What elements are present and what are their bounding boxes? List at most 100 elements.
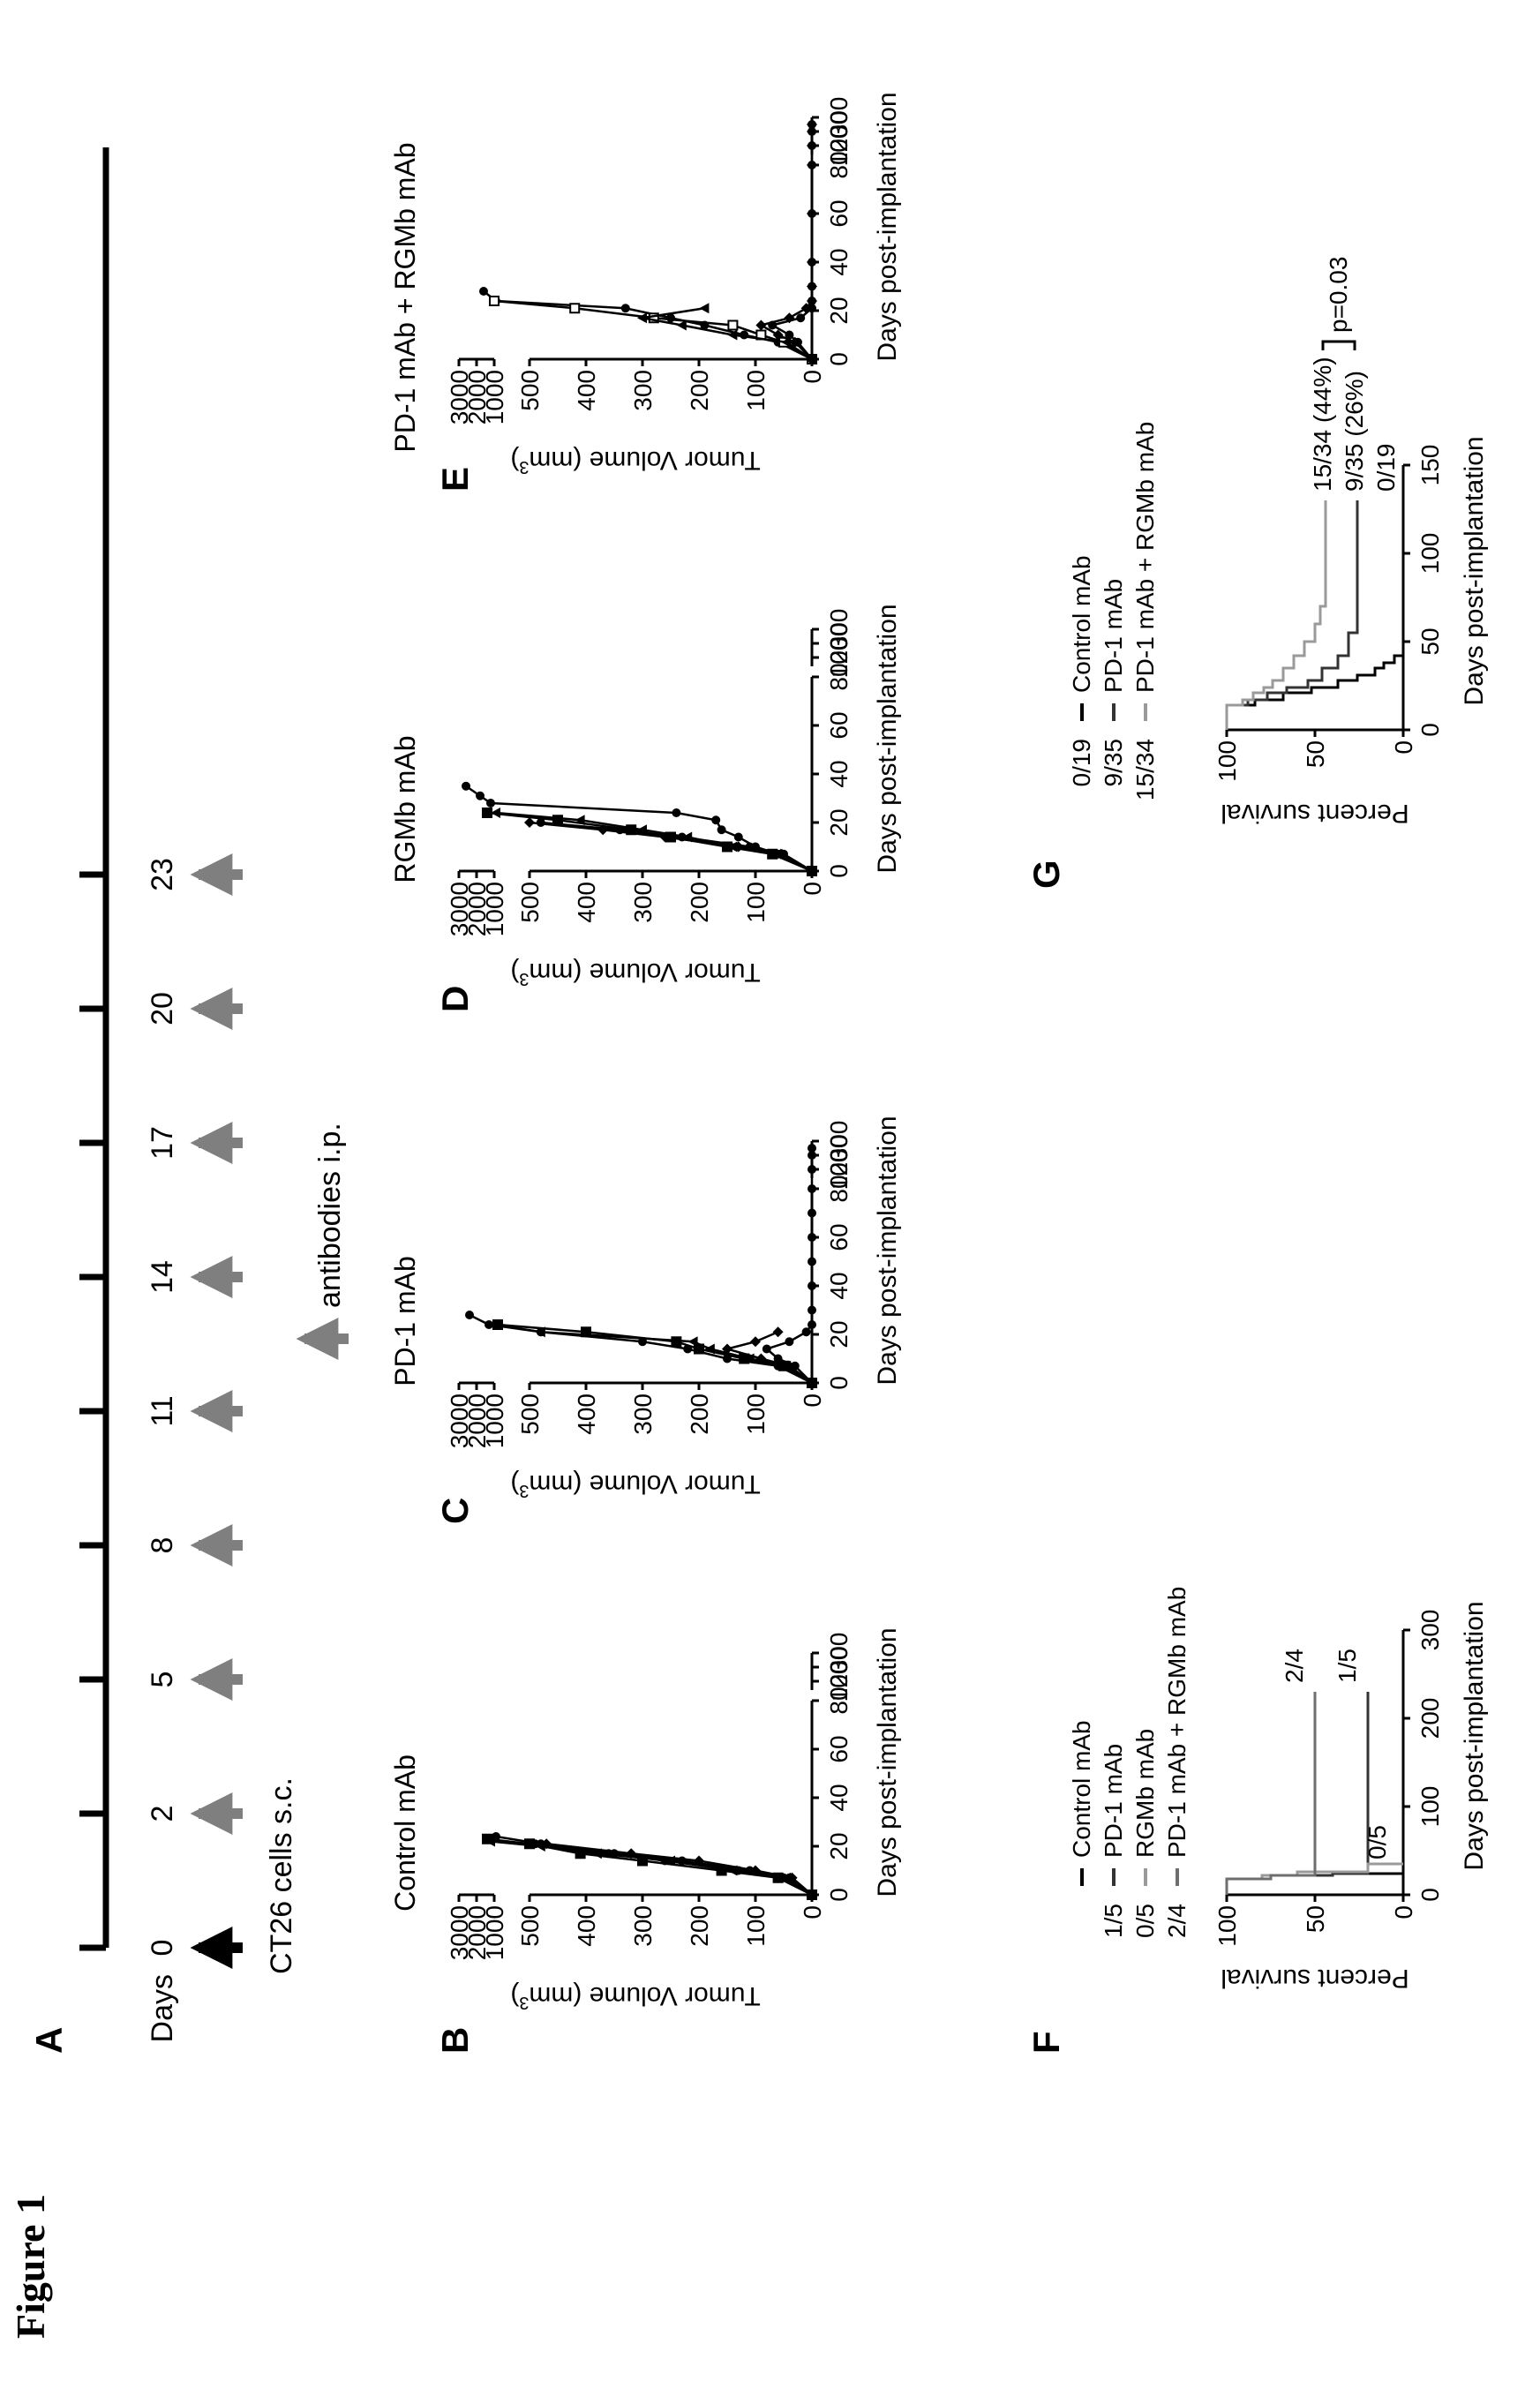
y-axis-label: Percent survival <box>1221 1964 1409 1993</box>
x-tick-label: 50 <box>1416 627 1444 655</box>
tumor-point <box>808 1144 816 1153</box>
survival-panel-F: 100 50 0 0 100 200 300 Days post-implantation Pe… <box>1068 1587 1489 1993</box>
tumor-point <box>773 1354 783 1364</box>
x-axis-label: Days post-implantation <box>1460 436 1489 705</box>
y-tick-label: 1000 <box>481 370 508 424</box>
y-tick-label: 500 <box>516 882 544 923</box>
tumor-point <box>808 127 816 136</box>
x-tick-label: 100 <box>825 125 853 167</box>
x-tick-label: 150 <box>1416 445 1444 486</box>
tumor-point <box>808 1257 816 1266</box>
y-tick-label: 2000 <box>463 370 491 424</box>
y-axis-label: Tumor Volume (mm3) <box>510 1469 760 1500</box>
tumor-point <box>801 1327 811 1337</box>
y-tick-label: 1000 <box>481 1394 508 1448</box>
y-tick-label: 0 <box>1390 1905 1417 1919</box>
y-tick-label: 200 <box>686 882 713 923</box>
tumor-point <box>768 320 778 330</box>
timeline-day-label: 8 <box>146 1537 179 1554</box>
y-tick-label: 50 <box>1302 740 1329 768</box>
x-tick-label: 20 <box>825 1320 853 1348</box>
y-tick-label: 1000 <box>481 1905 508 1960</box>
y-axis-label: Percent survival <box>1221 799 1409 828</box>
tumor-point <box>733 832 743 842</box>
tumor-point <box>808 120 816 129</box>
timeline-day-label: 11 <box>146 1395 179 1426</box>
y-tick-label: 2000 <box>463 1905 491 1960</box>
y-tick-label: 3000 <box>446 882 473 936</box>
tumor-point <box>704 1343 715 1355</box>
timeline-day-label: 17 <box>146 1126 179 1160</box>
legend-series-name: PD-1 mAb + RGMb mAb <box>1131 422 1159 693</box>
survival-curve <box>1225 1872 1403 1895</box>
tumor-point <box>740 330 749 340</box>
tumor-point <box>489 296 500 306</box>
x-tick-label: 0 <box>825 1888 853 1902</box>
tumor-point <box>722 1343 732 1355</box>
timeline-day-label: 14 <box>146 1260 179 1294</box>
pvalue-bracket <box>1321 340 1356 350</box>
tumor-point <box>808 282 816 291</box>
tumor-point <box>604 1849 613 1859</box>
y-tick-label: 400 <box>573 882 600 923</box>
tumor-point <box>687 1336 698 1348</box>
tumor-point <box>660 1856 670 1866</box>
tumor-point <box>615 825 625 835</box>
tumor-point <box>727 319 739 331</box>
x-tick-label: 0 <box>825 1376 853 1390</box>
x-axis-label: Days post-implantation <box>873 1627 902 1897</box>
x-tick-label: 0 <box>825 864 853 878</box>
y-tick-label: 2000 <box>463 882 491 936</box>
tumor-point <box>785 330 794 340</box>
tumor-point <box>808 355 816 364</box>
x-axis-label: Days post-implantation <box>1460 1601 1489 1870</box>
tumor-point <box>808 1379 816 1387</box>
y-tick-label: 0 <box>1390 740 1417 755</box>
y-tick-label: 50 <box>1302 1905 1329 1933</box>
tumor-point <box>479 287 488 296</box>
survival-legend: 0/19 Control mAb 9/35 PD-1 mAb 15/34 PD-1 mAb… <box>1068 422 1159 800</box>
survival-annotation: 15/34 (44%) <box>1309 357 1336 492</box>
x-tick-label: 0 <box>1416 1888 1444 1902</box>
tumor-point <box>808 1184 816 1193</box>
panel-letter-G: G <box>1025 860 1067 889</box>
y-tick-label: 100 <box>742 370 770 411</box>
tumor-panel-E: PD-1 mAb + RGMb mAb 500 400 300 200 100 030002… <box>389 92 902 477</box>
x-tick-label: 0 <box>1416 723 1444 737</box>
timeline-day-label: 20 <box>146 992 179 1025</box>
x-tick-label: 40 <box>825 1272 853 1299</box>
tumor-point <box>808 867 816 875</box>
tumor-point <box>755 1353 767 1364</box>
tumor-point <box>808 141 816 150</box>
survival-panel-G: 100 50 0 0 50 100 150 Days post-implantation Per… <box>1068 257 1489 828</box>
x-tick-label: 40 <box>825 760 853 787</box>
tumor-point <box>569 303 581 314</box>
panel-letter-A: A <box>28 2027 70 2054</box>
tumor-point <box>796 313 806 323</box>
tumor-point <box>808 1305 816 1315</box>
y-tick-label: 3000 <box>446 1394 473 1448</box>
tumor-series-line <box>486 811 813 873</box>
survival-annotation: 1/5 <box>1333 1649 1361 1683</box>
x-tick-label: 300 <box>825 609 853 650</box>
x-tick-label: 40 <box>825 248 853 275</box>
x-tick-label: 60 <box>825 199 853 227</box>
legend-count: 0/5 <box>1131 1904 1159 1938</box>
tumor-series-line <box>469 1313 813 1385</box>
tumor-point <box>637 312 647 324</box>
survival-legend: Control mAb 1/5 PD-1 mAb 0/5 RGMb mAb 2/4 PD-1… <box>1068 1587 1191 1938</box>
tumor-point <box>727 329 738 341</box>
legend-series-name: RGMb mAb <box>1131 1729 1159 1858</box>
tumor-point <box>485 1836 495 1847</box>
survival-annotation: 2/4 <box>1281 1649 1308 1683</box>
tumor-point <box>677 832 687 842</box>
tumor-point <box>762 1344 771 1354</box>
tumor-point <box>785 1337 794 1347</box>
tumor-point <box>482 808 492 818</box>
timeline-day-label: 2 <box>146 1806 179 1822</box>
y-tick-label: 500 <box>516 1394 544 1435</box>
y-tick-label: 500 <box>516 1905 544 1947</box>
